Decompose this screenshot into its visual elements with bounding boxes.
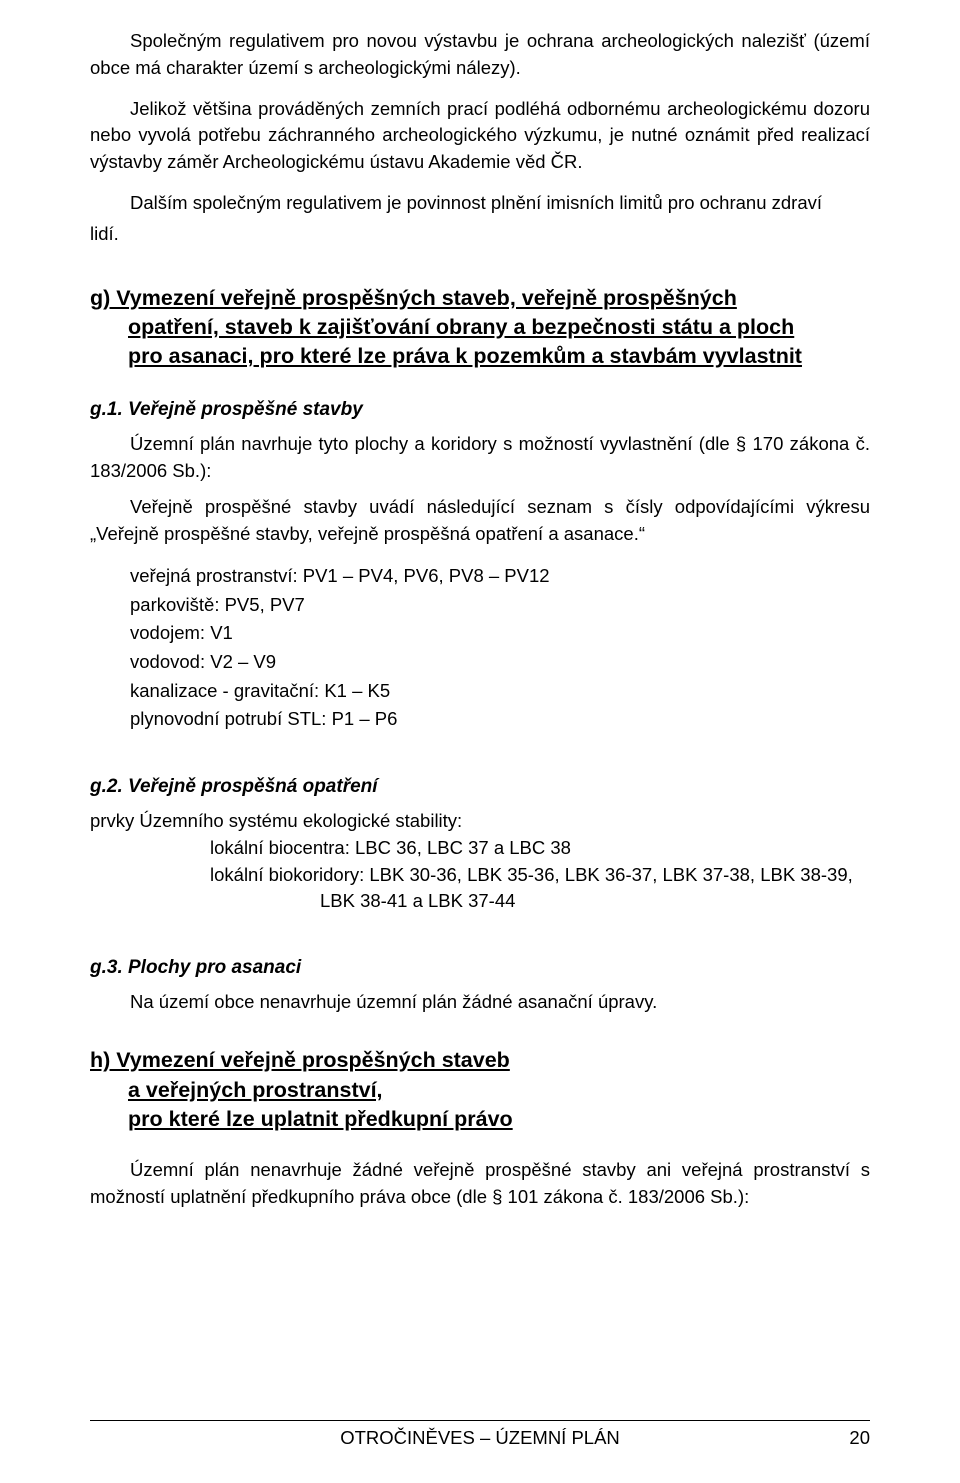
g1-item-list: veřejná prostranství: PV1 – PV4, PV6, PV…: [130, 562, 870, 734]
g1-heading: g.1. Veřejně prospěšné stavby: [90, 399, 870, 421]
intro-paragraph-3: Dalším společným regulativem je povinnos…: [90, 190, 870, 217]
list-item: vodojem: V1: [130, 619, 870, 648]
section-g-title-line1: g) Vymezení veřejně prospěšných staveb, …: [90, 284, 870, 313]
page-footer: OTROČINĚVES – ÚZEMNÍ PLÁN 20: [90, 1420, 870, 1449]
section-g-title-line3: pro asanaci, pro které lze práva k pozem…: [90, 342, 802, 371]
list-item: kanalizace - gravitační: K1 – K5: [130, 677, 870, 706]
section-h-title-line3: pro které lze uplatnit předkupní právo: [90, 1105, 513, 1135]
intro-paragraph-1: Společným regulativem pro novou výstavbu…: [90, 28, 870, 82]
g2-block: prvky Územního systému ekologické stabil…: [90, 808, 870, 915]
footer-title: OTROČINĚVES – ÚZEMNÍ PLÁN: [90, 1427, 870, 1449]
g2-heading: g.2. Veřejně prospěšná opatření: [90, 776, 870, 798]
g2-biokoridory-1: lokální biokoridory: LBK 30-36, LBK 35-3…: [90, 862, 870, 889]
section-g-title-line2: opatření, staveb k zajišťování obrany a …: [90, 313, 794, 342]
g2-lead: prvky Územního systému ekologické stabil…: [90, 808, 870, 835]
document-page: Společným regulativem pro novou výstavbu…: [0, 0, 960, 1483]
section-h-title-line1: h) Vymezení veřejně prospěšných staveb: [90, 1046, 870, 1076]
section-h-paragraph-1: Územní plán nenavrhuje žádné veřejně pro…: [90, 1157, 870, 1211]
list-item: vodovod: V2 – V9: [130, 648, 870, 677]
list-item: veřejná prostranství: PV1 – PV4, PV6, PV…: [130, 562, 870, 591]
section-h-heading: h) Vymezení veřejně prospěšných staveb a…: [90, 1046, 870, 1135]
g3-paragraph-1: Na území obce nenavrhuje územní plán žád…: [90, 989, 870, 1016]
list-item: plynovodní potrubí STL: P1 – P6: [130, 705, 870, 734]
intro-paragraph-2: Jelikož většina prováděných zemních prac…: [90, 96, 870, 176]
g2-biocentra: lokální biocentra: LBC 36, LBC 37 a LBC …: [90, 835, 870, 862]
g1-paragraph-2: Veřejně prospěšné stavby uvádí následují…: [90, 494, 870, 548]
g3-heading: g.3. Plochy pro asanaci: [90, 957, 870, 979]
g1-paragraph-1: Územní plán navrhuje tyto plochy a korid…: [90, 431, 870, 485]
list-item: parkoviště: PV5, PV7: [130, 591, 870, 620]
section-g-heading: g) Vymezení veřejně prospěšných staveb, …: [90, 284, 870, 371]
g2-biokoridory-2: LBK 38-41 a LBK 37-44: [90, 888, 870, 915]
footer-divider: [90, 1420, 870, 1421]
intro-paragraph-3-tail: lidí.: [90, 221, 870, 248]
section-h-title-line2: a veřejných prostranství,: [90, 1076, 383, 1106]
